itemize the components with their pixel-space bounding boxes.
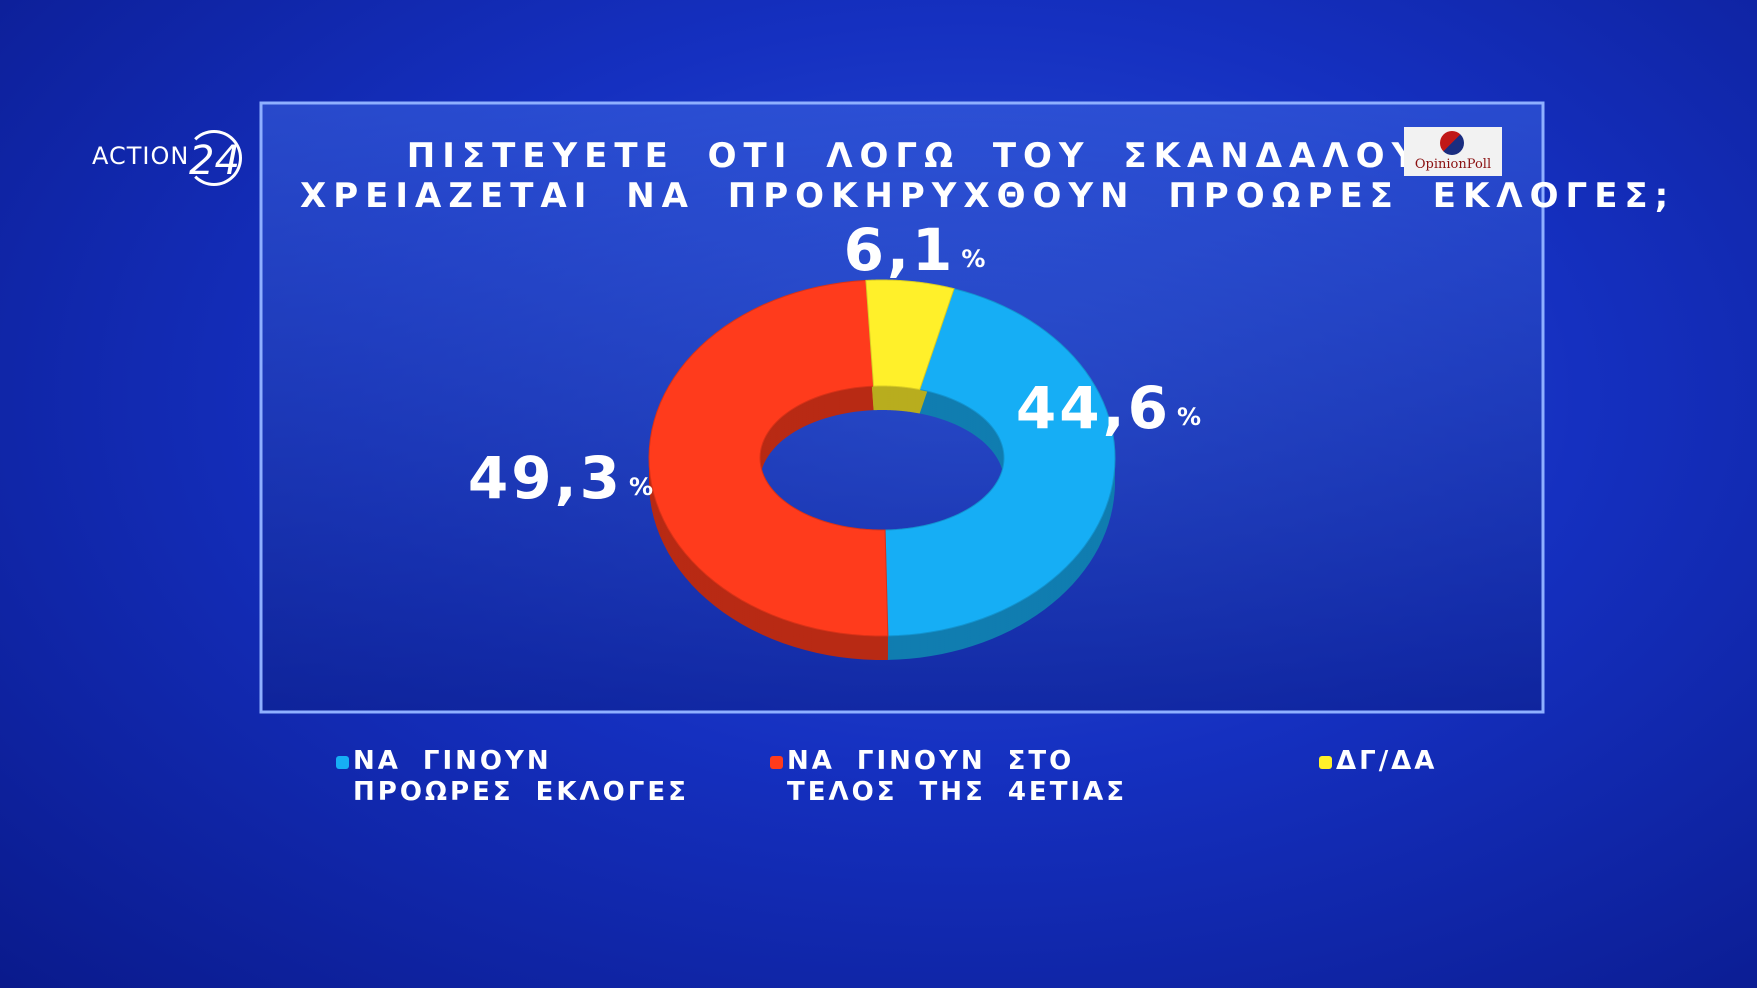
legend-label: ΝΑ ΓΙΝΟΥΝ ΠΡΟΩΡΕΣ ΕΚΛΟΓΕΣ (353, 746, 689, 807)
value-label: 49,3% (468, 444, 656, 512)
donut: 44,6 % 49,3 % 6,1% (468, 216, 1204, 660)
value-label: 6,1% (844, 216, 989, 284)
pollster-name: OpinionPoll (1414, 157, 1492, 172)
legend-swatch (1319, 756, 1332, 769)
legend-swatch (336, 756, 349, 769)
chart-title: ΠΙΣΤΕΥΕΤΕ ΟΤΙ ΛΟΓΩ ΤΟΥ ΣΚΑΝΔΑΛΟΥ (406, 136, 1424, 176)
chart-title: ΧΡΕΙΑΖΕΤΑΙ ΝΑ ΠΡΟΚΗΡΥΧΘΟΥΝ ΠΡΟΩΡΕΣ ΕΚΛΟΓ… (300, 176, 1676, 216)
pollster-logo: OpinionPoll (1404, 127, 1502, 176)
channel-logo-number: 24 (186, 130, 242, 186)
legend-label: ΔΓ/ΔΑ (1336, 746, 1438, 776)
channel-logo: ACTION (92, 142, 190, 170)
legend-swatch (770, 756, 783, 769)
slice (865, 279, 955, 391)
value-label: 44,6% (1016, 374, 1204, 442)
legend-label: ΝΑ ΓΙΝΟΥΝ ΣΤΟ ΤΕΛΟΣ ΤΗΣ 4ΕΤΙΑΣ (787, 746, 1127, 807)
